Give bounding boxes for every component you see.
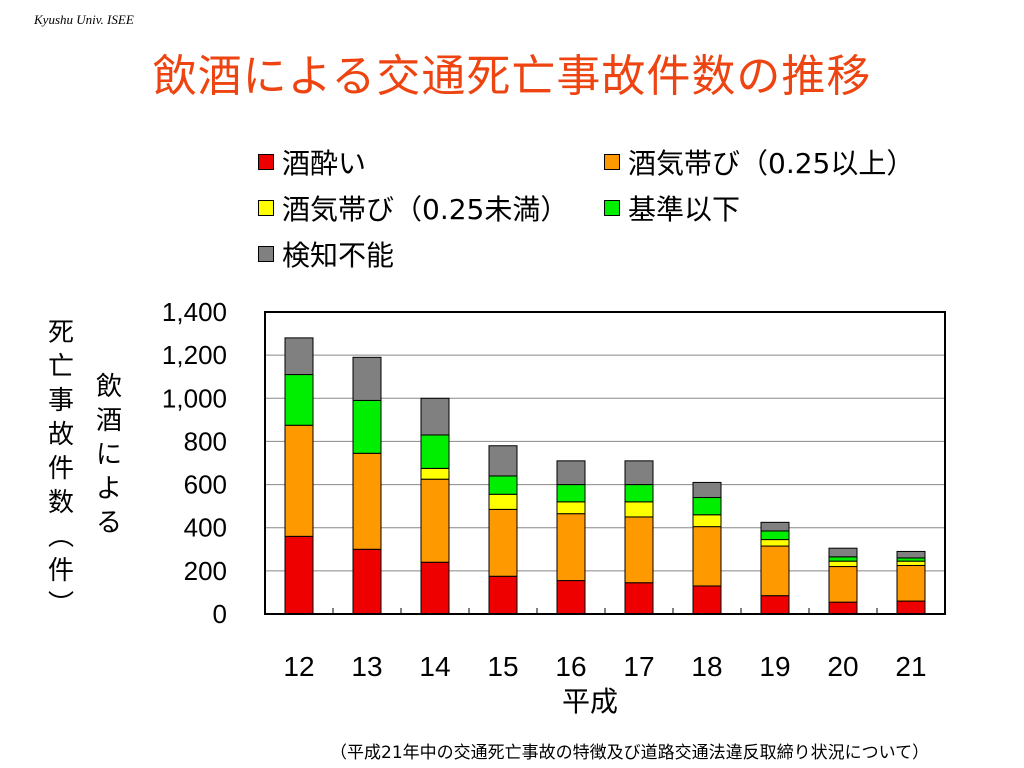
bar-segment — [284, 374, 314, 426]
x-axis-title: 平成 — [561, 685, 618, 718]
bar-segment — [624, 460, 654, 486]
bar-segment — [896, 600, 926, 615]
y-tick-label: 0 — [213, 599, 227, 629]
bar-segment — [284, 535, 314, 615]
bar-segment — [556, 580, 586, 615]
x-tick-label: 18 — [691, 651, 722, 682]
x-tick-label: 12 — [283, 651, 314, 682]
bar-segment — [420, 467, 450, 480]
bar-segment — [760, 530, 790, 541]
y-tick-label: 200 — [184, 556, 227, 586]
bar-segment — [760, 539, 790, 547]
y-axis-label-inner: 飲酒による — [95, 372, 122, 538]
bar-segment — [828, 556, 858, 562]
source-note: （平成21年中の交通死亡事故の特徴及び道路交通法違反取締り状況について） — [330, 743, 930, 763]
bar-segment — [284, 424, 314, 537]
bar-segment — [488, 475, 518, 495]
plot-frame — [264, 311, 946, 615]
x-tick-label: 13 — [351, 651, 382, 682]
x-tick-label: 19 — [759, 651, 790, 682]
legend-swatch — [258, 154, 274, 170]
bar-segment — [352, 356, 382, 401]
bar-segment — [624, 582, 654, 615]
bar-segment — [488, 575, 518, 615]
bar-segment — [760, 521, 790, 532]
x-tick-label: 17 — [623, 651, 654, 682]
legend-swatch — [604, 154, 620, 170]
bar-segment — [760, 595, 790, 615]
y-tick-label: 1,200 — [162, 340, 227, 370]
bar-segment — [556, 501, 586, 515]
bar-segment — [556, 513, 586, 582]
bar-segment — [352, 399, 382, 454]
legend-item-undetectable: 検知不能 — [258, 234, 394, 274]
bar-segment — [828, 566, 858, 603]
bar-segment — [828, 547, 858, 558]
bar-segment — [420, 561, 450, 615]
bar-segment — [420, 397, 450, 436]
x-tick-label: 14 — [419, 651, 450, 682]
x-tick-label: 16 — [555, 651, 586, 682]
bar-segment — [692, 514, 722, 528]
legend-swatch — [604, 200, 620, 216]
y-tick-label: 1,400 — [162, 297, 227, 327]
bar-segment — [692, 526, 722, 587]
legend-swatch — [258, 200, 274, 216]
legend-label: 酒気帯び（0.25未満） — [282, 193, 569, 226]
bar-segment — [624, 501, 654, 518]
bar-segment — [624, 484, 654, 503]
page-title: 飲酒による交通死亡事故件数の推移 — [152, 51, 872, 102]
legend-swatch — [258, 246, 274, 262]
bar-segment — [420, 478, 450, 563]
bar-segment — [692, 585, 722, 615]
bar-segment — [692, 481, 722, 499]
y-tick-label: 1,000 — [162, 383, 227, 413]
y-tick-label: 600 — [184, 470, 227, 500]
legend-item-below-standard: 基準以下 — [604, 188, 740, 228]
legend-label: 基準以下 — [628, 193, 741, 226]
y-tick-label: 400 — [184, 513, 227, 543]
bar-segment — [896, 550, 926, 559]
bar-segment — [556, 460, 586, 486]
y-axis-label-outer: 死亡事故件数 ︵ 件 ︶ — [47, 318, 74, 620]
bar-segment — [896, 560, 926, 566]
bar-segment — [488, 508, 518, 577]
legend-item-alcohol-high: 酒気帯び（0.25以上） — [604, 142, 914, 182]
header-tag: Kyushu Univ. ISEE — [34, 12, 134, 27]
legend-item-alcohol-low: 酒気帯び（0.25未満） — [258, 188, 568, 228]
bar-segment — [488, 445, 518, 477]
bar-segment — [828, 601, 858, 615]
legend-label: 酒酔い — [282, 147, 367, 180]
x-tick-label: 20 — [827, 651, 858, 682]
legend: 酒酔い 酒気帯び（0.25以上） 酒気帯び（0.25未満） 基準以下 検知不能 — [0, 0, 1024, 300]
legend-label: 酒気帯び（0.25以上） — [628, 147, 915, 180]
bar-segment — [488, 493, 518, 510]
x-tick-label: 15 — [487, 651, 518, 682]
bar-segment — [420, 434, 450, 469]
bar-segment — [624, 516, 654, 584]
bar-segment — [896, 564, 926, 602]
legend-label: 検知不能 — [282, 239, 395, 272]
bar-segment — [556, 484, 586, 503]
bar-segment — [760, 545, 790, 597]
bar-segment — [828, 560, 858, 568]
bar-segment — [692, 497, 722, 516]
x-tick-label: 21 — [895, 651, 926, 682]
legend-item-drunk: 酒酔い — [258, 142, 366, 182]
y-tick-label: 800 — [184, 426, 227, 456]
bar-segment — [284, 337, 314, 376]
bar-segment — [352, 548, 382, 615]
bar-segment — [352, 452, 382, 550]
